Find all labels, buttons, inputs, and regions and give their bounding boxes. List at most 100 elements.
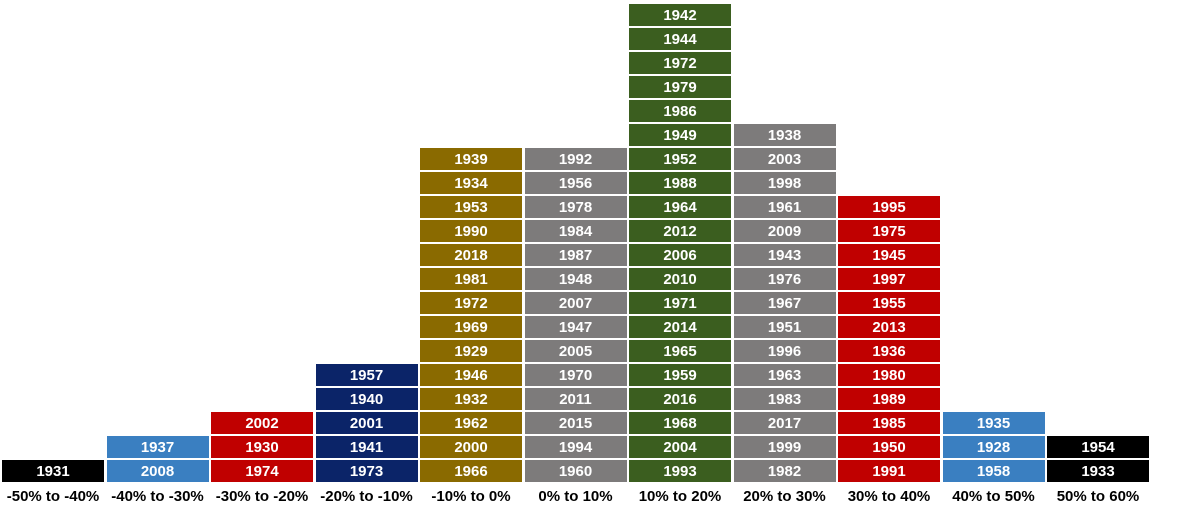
year-block: 1953 xyxy=(420,196,522,218)
year-block: 1961 xyxy=(733,196,836,218)
year-block: 1983 xyxy=(733,388,836,410)
year-block: 1935 xyxy=(942,412,1045,434)
year-block: 1947 xyxy=(524,316,627,338)
year-block: 2012 xyxy=(629,220,731,242)
year-block: 1960 xyxy=(524,460,627,482)
year-block: 1939 xyxy=(420,148,522,170)
year-block: 1971 xyxy=(629,292,731,314)
category-label: -50% to -40% xyxy=(6,487,100,505)
year-block: 1996 xyxy=(733,340,836,362)
year-block: 1946 xyxy=(420,364,522,386)
year-block: 2000 xyxy=(420,436,522,458)
year-block: 1936 xyxy=(838,340,940,362)
year-block: 1984 xyxy=(524,220,627,242)
year-block: 1974 xyxy=(211,460,313,482)
year-block: 1975 xyxy=(838,220,940,242)
year-block: 1932 xyxy=(420,388,522,410)
year-block: 1985 xyxy=(838,412,940,434)
year-block: 1959 xyxy=(629,364,731,386)
year-block: 2010 xyxy=(629,268,731,290)
year-block: 2011 xyxy=(524,388,627,410)
year-block: 2005 xyxy=(524,340,627,362)
year-block: 1990 xyxy=(420,220,522,242)
category-label: -20% to -10% xyxy=(320,487,413,505)
year-block: 1980 xyxy=(838,364,940,386)
year-block: 1933 xyxy=(1047,460,1149,482)
year-block: 1948 xyxy=(524,268,627,290)
year-block: 1991 xyxy=(838,460,940,482)
year-block: 1949 xyxy=(629,124,731,146)
year-block: 1979 xyxy=(629,76,731,98)
year-block: 1970 xyxy=(524,364,627,386)
year-block: 2002 xyxy=(211,412,313,434)
year-block: 1989 xyxy=(838,388,940,410)
year-block: 1995 xyxy=(838,196,940,218)
category-label: 20% to 30% xyxy=(743,487,826,505)
year-block: 1962 xyxy=(420,412,522,434)
year-block: 1955 xyxy=(838,292,940,314)
year-block: 1956 xyxy=(524,172,627,194)
category-label: 50% to 60% xyxy=(1056,487,1140,505)
year-block: 1937 xyxy=(106,436,209,458)
year-block: 1972 xyxy=(629,52,731,74)
year-block: 1963 xyxy=(733,364,836,386)
year-block: 1964 xyxy=(629,196,731,218)
year-block: 1931 xyxy=(2,460,104,482)
year-block: 1988 xyxy=(629,172,731,194)
year-block: 2018 xyxy=(420,244,522,266)
year-block: 1976 xyxy=(733,268,836,290)
year-block: 1941 xyxy=(315,436,418,458)
year-block: 2001 xyxy=(315,412,418,434)
year-block: 2008 xyxy=(106,460,209,482)
year-block: 1940 xyxy=(315,388,418,410)
year-block: 1944 xyxy=(629,28,731,50)
year-block: 1966 xyxy=(420,460,522,482)
year-block: 1943 xyxy=(733,244,836,266)
year-block: 1998 xyxy=(733,172,836,194)
year-block: 1965 xyxy=(629,340,731,362)
category-label: 40% to 50% xyxy=(952,487,1035,505)
year-block: 1952 xyxy=(629,148,731,170)
year-block: 1994 xyxy=(524,436,627,458)
year-block: 1969 xyxy=(420,316,522,338)
year-block: 1973 xyxy=(315,460,418,482)
category-label: -30% to -20% xyxy=(215,487,309,505)
year-block: 1982 xyxy=(733,460,836,482)
year-block: 1972 xyxy=(420,292,522,314)
year-block: 1934 xyxy=(420,172,522,194)
year-block: 1929 xyxy=(420,340,522,362)
year-block: 2016 xyxy=(629,388,731,410)
year-block: 1981 xyxy=(420,268,522,290)
year-block: 2009 xyxy=(733,220,836,242)
year-block: 1957 xyxy=(315,364,418,386)
year-block: 1978 xyxy=(524,196,627,218)
year-block: 1928 xyxy=(942,436,1045,458)
year-block: 2013 xyxy=(838,316,940,338)
year-block: 1986 xyxy=(629,100,731,122)
category-label: 10% to 20% xyxy=(638,487,722,505)
year-block: 1967 xyxy=(733,292,836,314)
year-block: 1950 xyxy=(838,436,940,458)
year-block: 2007 xyxy=(524,292,627,314)
year-block: 1942 xyxy=(629,4,731,26)
year-block: 1999 xyxy=(733,436,836,458)
year-block: 2006 xyxy=(629,244,731,266)
category-label: -10% to 0% xyxy=(431,487,511,505)
year-block: 1945 xyxy=(838,244,940,266)
year-block: 1993 xyxy=(629,460,731,482)
category-label: 30% to 40% xyxy=(847,487,931,505)
year-block: 1997 xyxy=(838,268,940,290)
year-block: 1938 xyxy=(733,124,836,146)
year-block: 2014 xyxy=(629,316,731,338)
year-block: 1968 xyxy=(629,412,731,434)
year-block: 1951 xyxy=(733,316,836,338)
category-label: -40% to -30% xyxy=(111,487,204,505)
year-block: 1930 xyxy=(211,436,313,458)
category-label: 0% to 10% xyxy=(538,487,613,505)
year-block: 2015 xyxy=(524,412,627,434)
year-block: 1987 xyxy=(524,244,627,266)
year-block: 1958 xyxy=(942,460,1045,482)
year-block: 1992 xyxy=(524,148,627,170)
year-block: 2004 xyxy=(629,436,731,458)
